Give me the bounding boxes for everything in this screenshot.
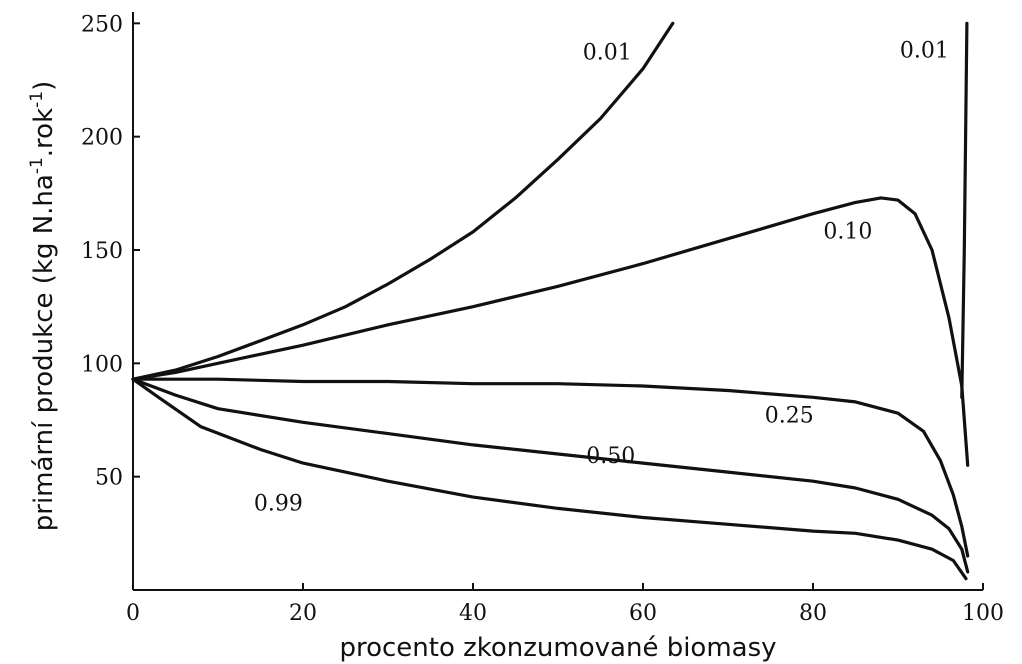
x-tick-label: 20 <box>289 601 317 626</box>
x-tick-label: 60 <box>629 601 657 626</box>
x-tick-label: 0 <box>126 601 140 626</box>
y-tick-label: 150 <box>81 239 123 264</box>
series-label-0: 0.01 <box>583 41 632 66</box>
series-label-2: 0.10 <box>823 220 872 245</box>
y-axis-title-end: ) <box>29 81 59 91</box>
series-line-4 <box>131 377 970 574</box>
y-axis-title-exp2: -1 <box>27 91 47 108</box>
x-tick-label: 100 <box>962 601 1004 626</box>
ticks: 0 20 40 60 80 100 50 100 150 200 250 <box>81 12 1004 626</box>
series-line-3 <box>131 377 970 558</box>
series-label-4: 0.50 <box>586 444 635 469</box>
y-tick-label: 250 <box>81 12 123 37</box>
x-axis-title: procento zkonzumované biomasy <box>339 633 776 663</box>
series-group <box>131 21 970 581</box>
series-label-5: 0.99 <box>254 492 303 517</box>
y-axis-title-base: primární produkce (kg N.ha <box>29 174 59 531</box>
series-line-1 <box>960 21 969 399</box>
series-label-3: 0.25 <box>765 403 814 428</box>
series-label-1: 0.01 <box>900 38 949 63</box>
y-tick-label: 100 <box>81 352 123 377</box>
series-line-0 <box>131 21 675 381</box>
series-line-2 <box>131 196 970 467</box>
y-axis-title-mid: .rok <box>29 108 59 157</box>
x-tick-label: 40 <box>459 601 487 626</box>
series-line-5 <box>131 377 968 581</box>
x-tick-label: 80 <box>799 601 827 626</box>
axes <box>132 12 983 591</box>
y-axis-title: primární produkce (kg N.ha-1.rok-1) <box>27 81 59 532</box>
y-tick-label: 200 <box>81 126 123 151</box>
y-tick-label: 50 <box>95 466 123 491</box>
series-labels: 0.01 0.01 0.10 0.25 0.50 0.99 <box>254 38 949 516</box>
y-axis-title-exp1: -1 <box>27 157 47 174</box>
